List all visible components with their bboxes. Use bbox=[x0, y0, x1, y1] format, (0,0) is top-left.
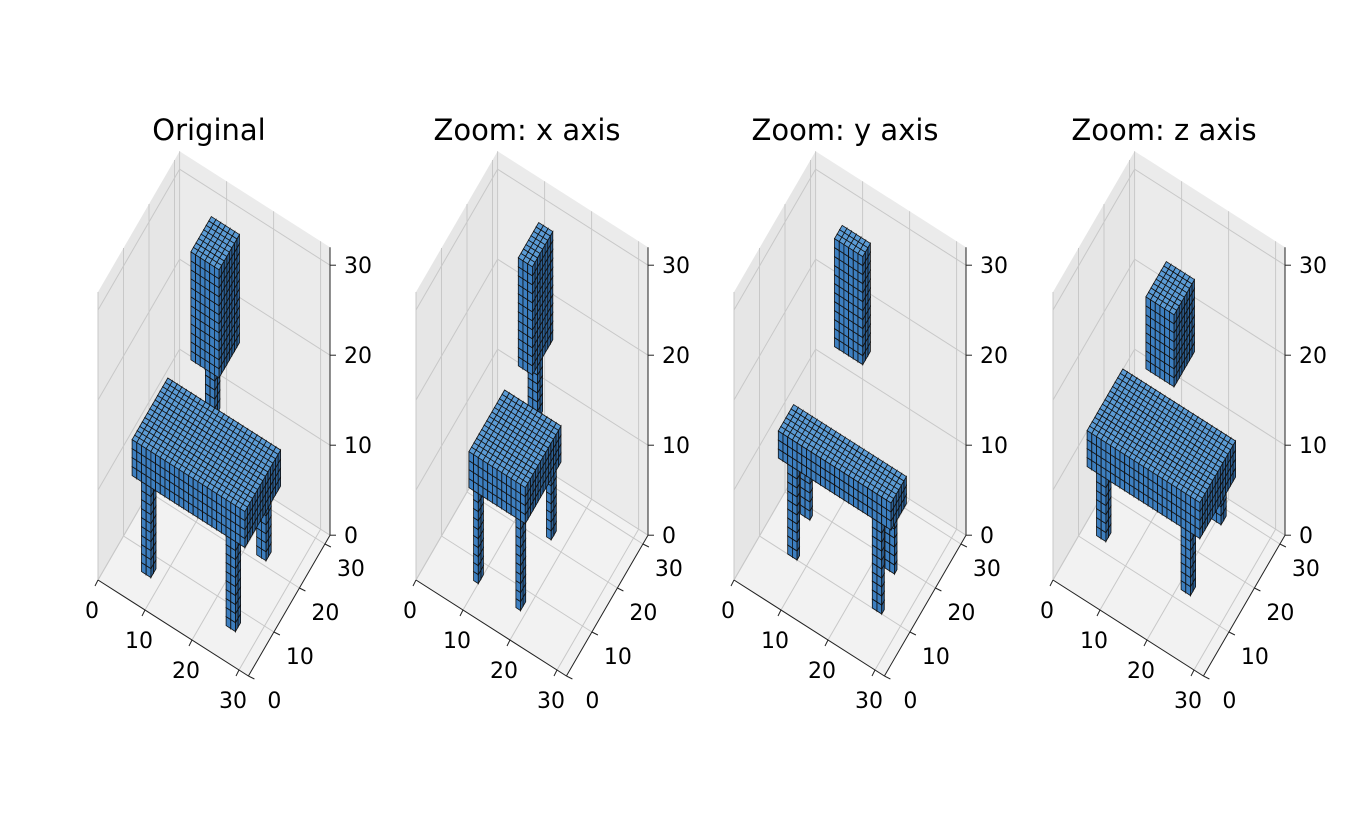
x-tick-mark bbox=[94, 579, 99, 587]
x-tick-label: 20 bbox=[172, 659, 200, 684]
x-tick-mark bbox=[188, 639, 193, 647]
x-tick-label: 0 bbox=[85, 599, 99, 624]
grid-line bbox=[97, 258, 181, 401]
y-tick-mark bbox=[248, 675, 255, 680]
y-tick-label: 10 bbox=[286, 645, 314, 670]
grid-line bbox=[148, 491, 300, 589]
x-tick-label: 30 bbox=[219, 689, 247, 714]
voxel-back bbox=[213, 261, 223, 281]
z-tick-label: 0 bbox=[344, 524, 358, 549]
x-tick-label: 10 bbox=[125, 629, 153, 654]
y-tick-mark bbox=[273, 631, 281, 636]
y-tick-mark bbox=[324, 543, 332, 548]
z-tick-label: 10 bbox=[344, 434, 372, 459]
panel-title: Original bbox=[152, 113, 265, 147]
y-axis-line bbox=[247, 534, 331, 677]
grid-line bbox=[97, 168, 181, 311]
y-tick-label: 20 bbox=[311, 601, 339, 626]
x-axis-line bbox=[97, 579, 249, 677]
y-tick-label: 30 bbox=[337, 557, 365, 582]
x-tick-mark bbox=[235, 669, 240, 677]
y-tick-mark bbox=[299, 587, 306, 592]
grid-line bbox=[179, 168, 331, 266]
z-tick-label: 30 bbox=[344, 254, 372, 279]
grid-line bbox=[97, 348, 181, 491]
y-tick-label: 0 bbox=[267, 689, 281, 714]
x-tick-mark bbox=[141, 609, 146, 617]
z-tick-label: 20 bbox=[344, 344, 372, 369]
voxels bbox=[131, 216, 282, 634]
grid-line bbox=[238, 528, 322, 671]
